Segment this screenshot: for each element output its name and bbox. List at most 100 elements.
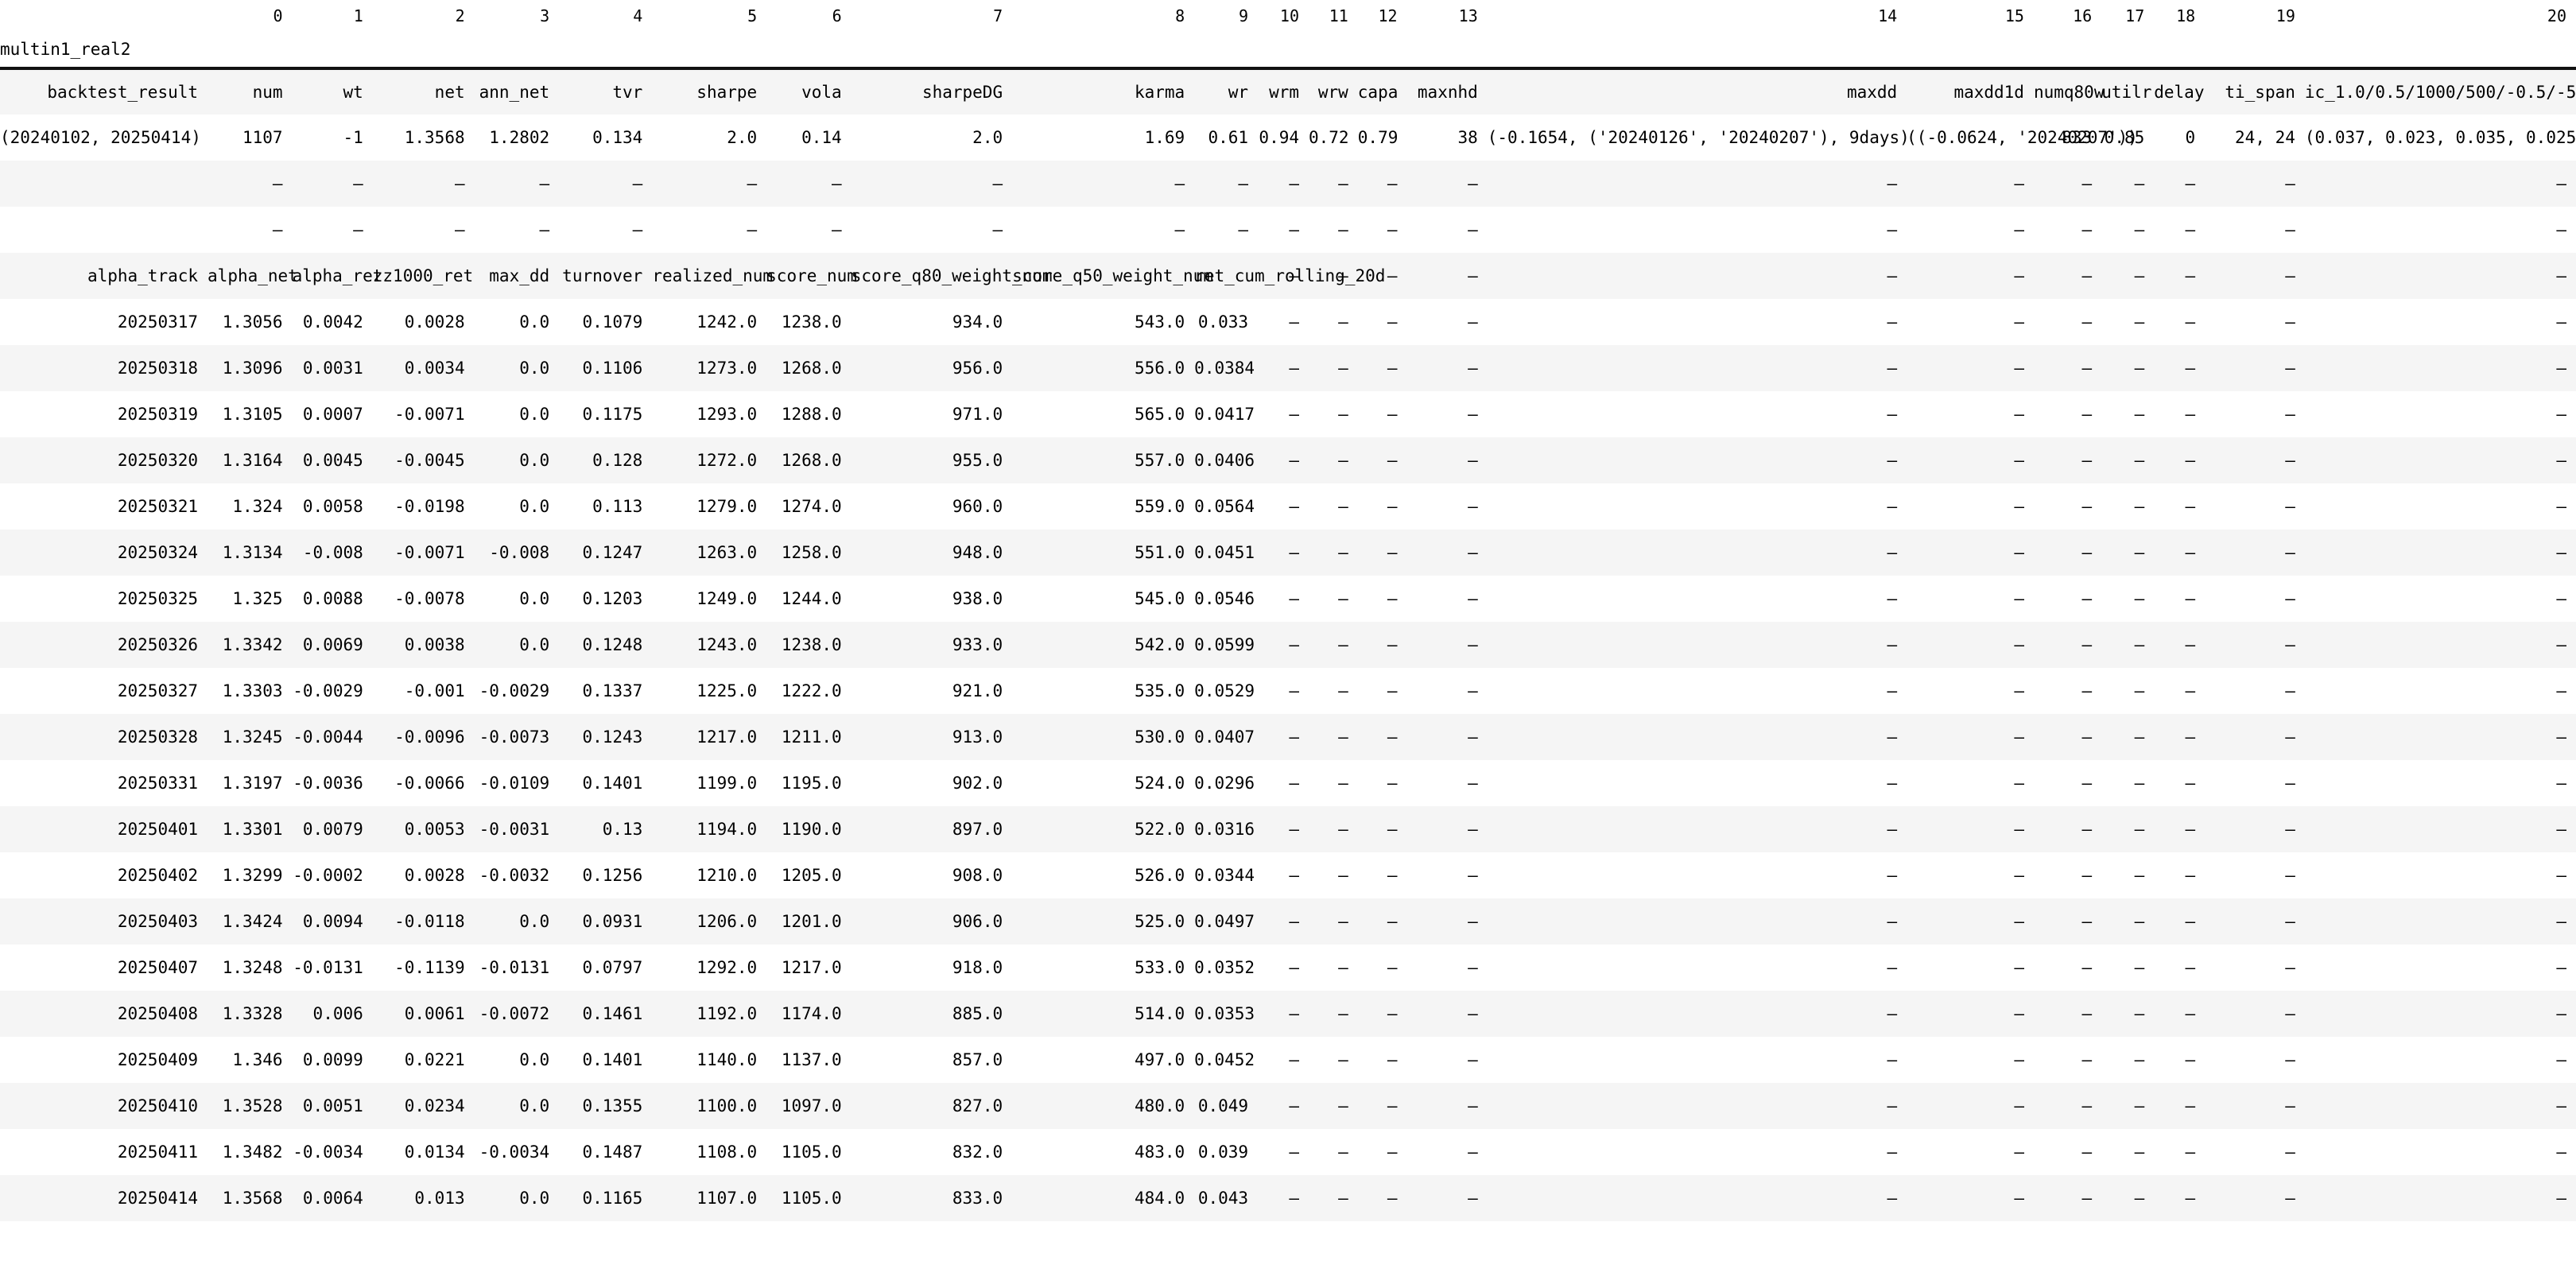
track-cell-r9-c20: — (2205, 714, 2305, 760)
track-cell-r19-c21: — (2304, 1175, 2576, 1221)
track-cell-r17-c6: 1100.0 (652, 1083, 767, 1129)
track-cell-r17-c11: — (1258, 1083, 1309, 1129)
track-header-score-q80-weight-num: score_q80_weight_num (851, 253, 1053, 299)
summary-cell-r2-c15: — (1487, 207, 1907, 253)
track-cell-r9-c9: 530.0 (1012, 714, 1195, 760)
track-cell-r8-c9: 535.0 (1012, 668, 1195, 714)
track-cell-r12-c5: 0.1256 (559, 852, 653, 898)
track-cell-r10-c18: — (2101, 760, 2155, 806)
track-header-score-num: score_num (766, 253, 857, 299)
summary-header-ti-span: ti_span (2205, 67, 2305, 114)
summary-cell-r0-c3: 1.3568 (372, 114, 475, 161)
track-cell-r19-c0: 20250414 (0, 1175, 208, 1221)
column-index-0: 0 (208, 0, 293, 32)
track-cell-r3-c2: 0.0045 (292, 437, 373, 483)
track-cell-r19-c11: — (1258, 1175, 1309, 1221)
track-cell-r15-c16: — (1907, 991, 2034, 1037)
track-cell-r13-c19: — (2154, 898, 2206, 945)
summary-header-vola: vola (766, 67, 852, 114)
track-cell-r18-c3: 0.0134 (372, 1129, 475, 1175)
track-cell-r18-c13: — (1357, 1129, 1407, 1175)
track-cell-r14-c2: -0.0131 (292, 945, 373, 991)
summary-cell-r1-c7: — (766, 161, 852, 207)
track-cell-r15-c19: — (2154, 991, 2206, 1037)
track-row: 20250402 1.3299 -0.0002 0.0028 -0.0032 0.1256… (0, 852, 2576, 898)
track-cell-r10-c20: — (2205, 760, 2305, 806)
track-header-row: alpha_track alpha_net alpha_ret zz1000_ret m… (0, 253, 2576, 299)
track-cell-r1-c8: 956.0 (851, 345, 1013, 391)
column-index-18: 18 (2154, 0, 2206, 32)
track-cell-r10-c13: — (1357, 760, 1407, 806)
track-cell-r0-c7: 1238.0 (766, 299, 852, 345)
track-cell-r4-c7: 1274.0 (766, 483, 852, 530)
summary-cell-r1-c19: — (2154, 161, 2206, 207)
track-cell-r10-c12: — (1309, 760, 1358, 806)
track-cell-r11-c6: 1194.0 (652, 806, 767, 852)
track-header-alpha-net: alpha_net (208, 253, 298, 299)
track-cell-r3-c9: 557.0 (1012, 437, 1195, 483)
track-cell-r0-c16: — (1907, 299, 2034, 345)
track-cell-r8-c19: — (2154, 668, 2206, 714)
track-cell-r5-c20: — (2205, 530, 2305, 576)
track-cell-r11-c2: 0.0079 (292, 806, 373, 852)
summary-header-maxdd: maxdd (1487, 67, 1907, 114)
frame-name-spacer (766, 32, 852, 68)
track-cell-r18-c16: — (1907, 1129, 2034, 1175)
track-row: 20250320 1.3164 0.0045 -0.0045 0.0 0.128 1272.… (0, 437, 2576, 483)
column-index-spacer (0, 0, 208, 32)
summary-cell-r0-c9: 1.69 (1012, 114, 1195, 161)
track-cell-r13-c14: — (1406, 898, 1488, 945)
track-cell-r16-c2: 0.0099 (292, 1037, 373, 1083)
track-cell-r14-c15: — (1487, 945, 1907, 991)
frame-name-spacer (2205, 32, 2305, 68)
summary-cell-r2-c6: — (652, 207, 767, 253)
column-index-4: 4 (559, 0, 653, 32)
summary-cell-r0-c5: 0.134 (559, 114, 653, 161)
track-cell-r18-c21: — (2304, 1129, 2576, 1175)
track-cell-r2-c10: 0.0417 (1194, 391, 1259, 437)
track-cell-r6-c17: — (2033, 576, 2102, 622)
track-cell-r4-c12: — (1309, 483, 1358, 530)
track-cell-r6-c11: — (1258, 576, 1309, 622)
track-cell-r7-c4: 0.0 (474, 622, 560, 668)
track-cell-r2-c18: — (2101, 391, 2155, 437)
column-index-10: 10 (1258, 0, 1309, 32)
track-cell-r5-c14: — (1406, 530, 1488, 576)
track-cell-r0-c11: — (1258, 299, 1309, 345)
track-cell-r16-c6: 1140.0 (652, 1037, 767, 1083)
track-cell-r6-c14: — (1406, 576, 1488, 622)
track-cell-r11-c3: 0.0053 (372, 806, 475, 852)
track-cell-r13-c11: — (1258, 898, 1309, 945)
track-cell-r3-c15: — (1487, 437, 1907, 483)
track-cell-r12-c10: 0.0344 (1194, 852, 1259, 898)
track-cell-r12-c13: — (1357, 852, 1407, 898)
column-index-5: 5 (652, 0, 767, 32)
track-cell-r13-c10: 0.0497 (1194, 898, 1259, 945)
track-cell-r14-c5: 0.0797 (559, 945, 653, 991)
track-cell-r1-c21: — (2304, 345, 2576, 391)
track-cell-r5-c13: — (1357, 530, 1407, 576)
track-cell-r17-c3: 0.0234 (372, 1083, 475, 1129)
summary-cell-r2-c14: — (1406, 207, 1488, 253)
track-cell-r17-c0: 20250410 (0, 1083, 208, 1129)
frame-name-label: multin1_real2 (0, 32, 208, 68)
track-cell-r19-c9: 484.0 (1012, 1175, 1195, 1221)
summary-cell-r1-c2: — (292, 161, 373, 207)
summary-header-wt: wt (292, 67, 373, 114)
track-cell-r11-c18: — (2101, 806, 2155, 852)
track-cell-r10-c7: 1195.0 (766, 760, 852, 806)
track-cell-r13-c2: 0.0094 (292, 898, 373, 945)
track-cell-r9-c6: 1217.0 (652, 714, 767, 760)
track-row: 20250318 1.3096 0.0031 0.0034 0.0 0.1106 1273.… (0, 345, 2576, 391)
summary-cell-r1-c16: — (1907, 161, 2034, 207)
track-header--: — (2101, 253, 2155, 299)
track-row: 20250401 1.3301 0.0079 0.0053 -0.0031 0.13 119… (0, 806, 2576, 852)
track-cell-r1-c3: 0.0034 (372, 345, 475, 391)
track-cell-r0-c19: — (2154, 299, 2206, 345)
summary-cell-r0-c6: 2.0 (652, 114, 767, 161)
track-cell-r7-c3: 0.0038 (372, 622, 475, 668)
track-cell-r5-c5: 0.1247 (559, 530, 653, 576)
track-header--: — (2205, 253, 2305, 299)
track-cell-r12-c9: 526.0 (1012, 852, 1195, 898)
